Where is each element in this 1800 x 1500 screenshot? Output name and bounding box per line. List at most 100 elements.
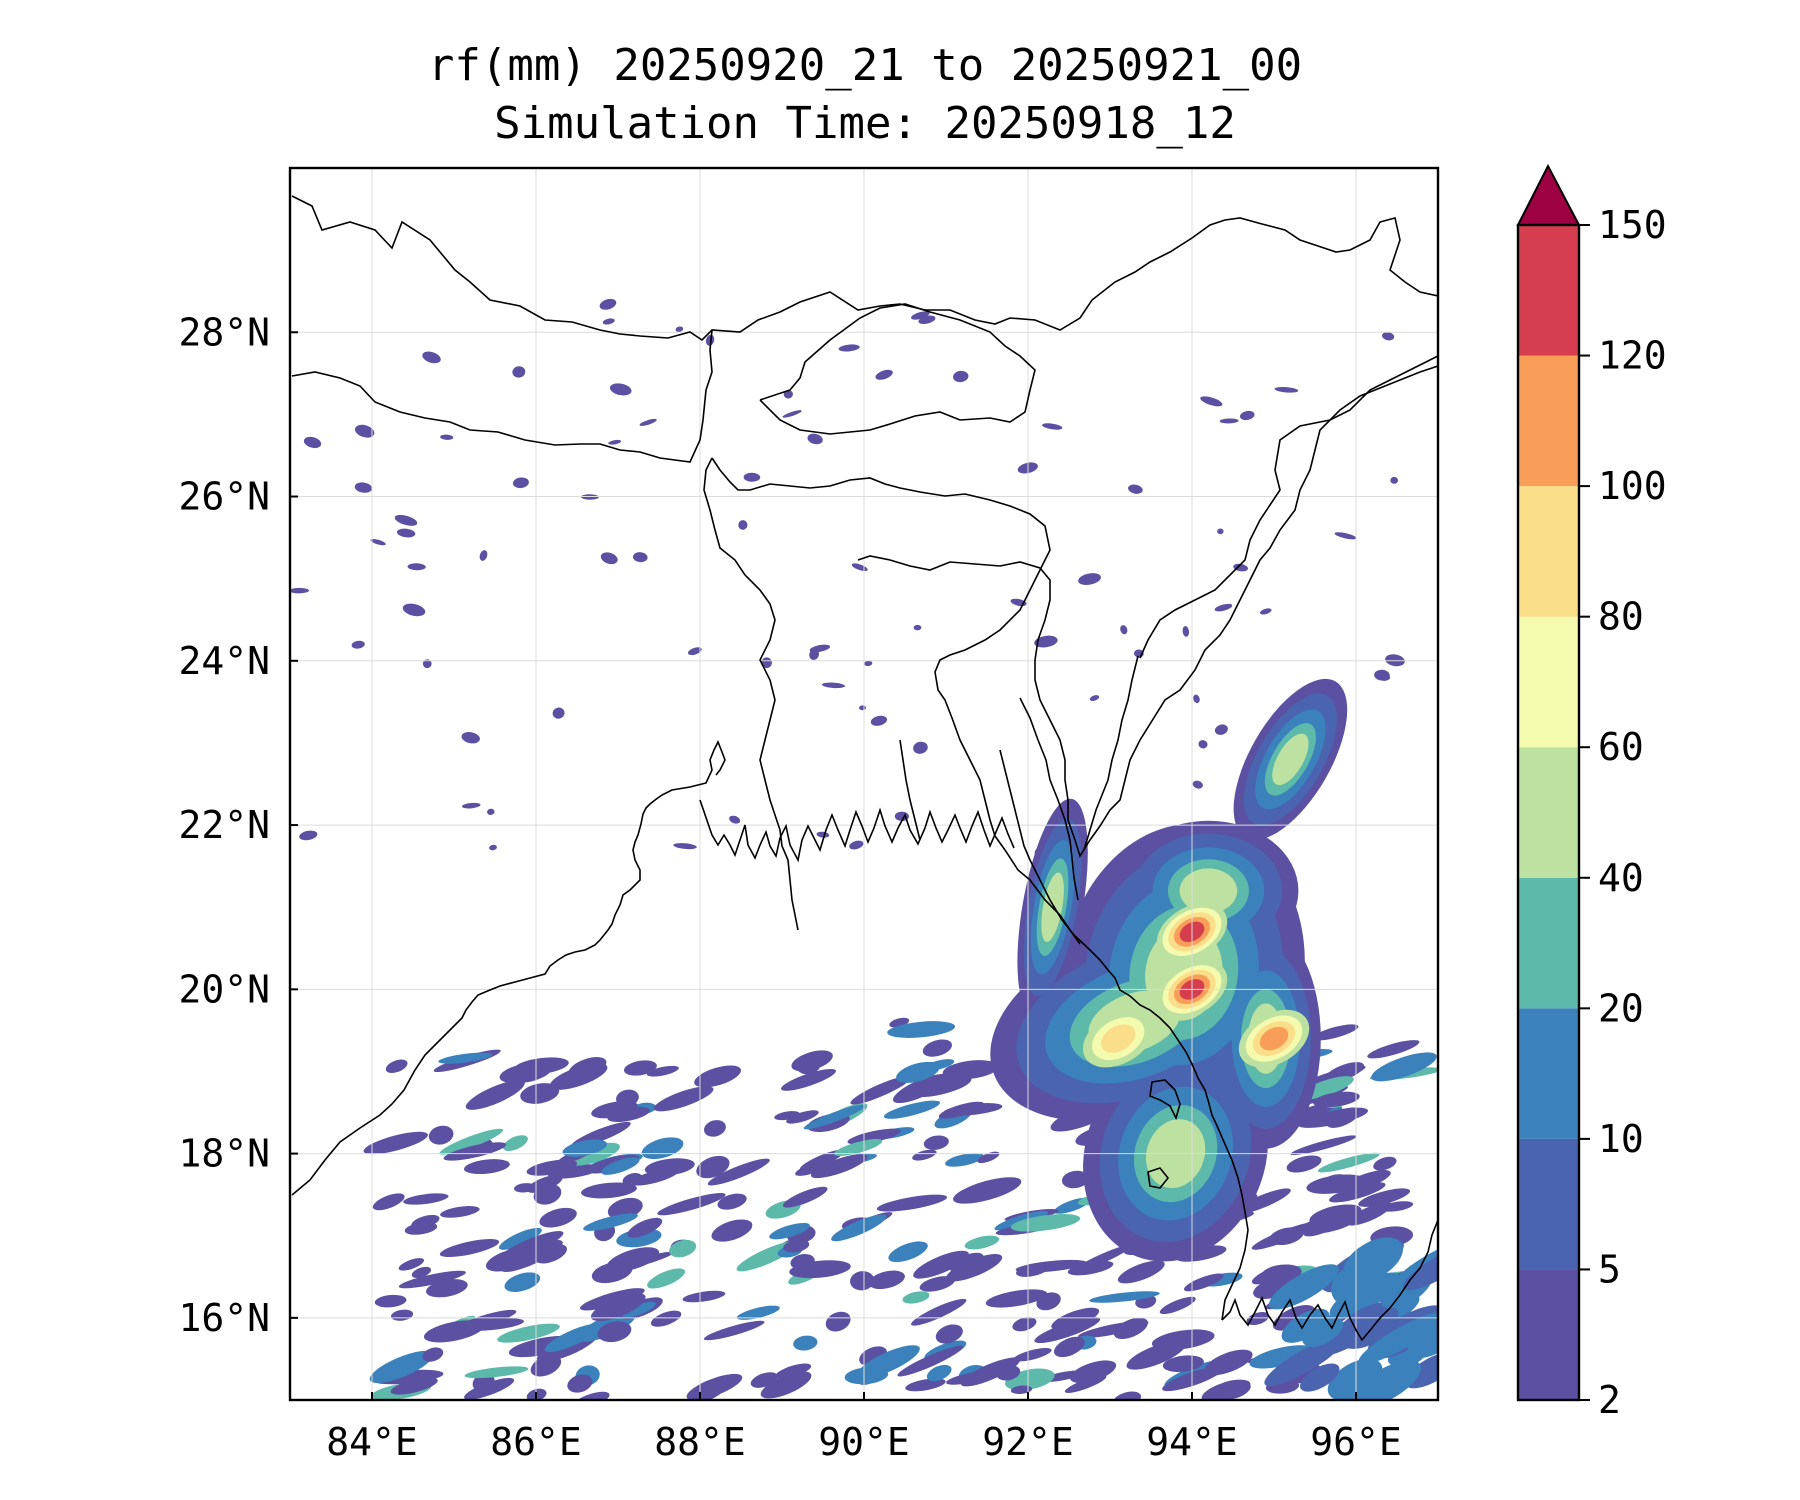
colorbar-extend-arrow xyxy=(1516,163,1581,226)
rain-patch xyxy=(856,1345,920,1379)
rain-patch xyxy=(1214,603,1233,612)
rain-patch xyxy=(428,1125,454,1145)
rain-patch xyxy=(458,1309,517,1330)
colorbar-segment xyxy=(1518,486,1579,617)
y-tick-label: 16°N xyxy=(178,1296,270,1340)
rain-patch xyxy=(1312,1024,1359,1041)
rain-patch xyxy=(953,1177,1022,1204)
rain-patch xyxy=(487,808,495,815)
rain-patch xyxy=(743,472,761,482)
rain-patch xyxy=(464,1366,529,1379)
map-title-line2: Simulation Time: 20250918_12 xyxy=(494,98,1236,149)
rain-patch xyxy=(761,657,772,669)
rain-patch xyxy=(461,732,480,744)
rain-patch xyxy=(402,603,426,617)
rain-patch xyxy=(398,1270,466,1289)
rain-patch xyxy=(911,1298,967,1326)
rain-patch xyxy=(717,1193,747,1210)
rain-patch xyxy=(1373,1156,1397,1171)
rain-patch xyxy=(1159,1296,1196,1315)
rain-patch xyxy=(1346,1202,1392,1226)
rain-patch xyxy=(913,741,928,754)
rain-patch xyxy=(834,1138,883,1156)
colorbar-tick-label: 100 xyxy=(1598,464,1667,508)
rain-patch xyxy=(479,550,488,561)
rain-patch xyxy=(711,1219,753,1242)
colorbar-tick-label: 20 xyxy=(1598,986,1644,1030)
rain-patch xyxy=(439,1128,504,1155)
rain-patch xyxy=(875,369,893,380)
rain-patch xyxy=(883,1100,941,1119)
y-tick-label: 20°N xyxy=(178,967,270,1011)
rain-patch xyxy=(1151,1329,1215,1350)
rain-patch xyxy=(985,1289,1048,1308)
rain-patch xyxy=(1179,868,1238,914)
rain-patch xyxy=(1358,1312,1438,1365)
rain-patch xyxy=(1034,1317,1101,1344)
rain-patch xyxy=(422,351,441,364)
rain-patch xyxy=(838,344,860,352)
rain-patch xyxy=(1054,1336,1085,1358)
rain-patch xyxy=(1343,1170,1391,1191)
rain-patch xyxy=(669,1239,697,1258)
y-tick-label: 22°N xyxy=(178,803,270,847)
rain-patch xyxy=(463,1159,510,1175)
rain-patch xyxy=(422,659,432,669)
colorbar-tick-label: 10 xyxy=(1598,1117,1644,1161)
rain-patch xyxy=(896,1061,940,1083)
rain-patch xyxy=(396,528,416,538)
colorbar-tick-label: 40 xyxy=(1598,856,1644,900)
rain-patch xyxy=(351,640,365,649)
rain-patch xyxy=(461,802,481,809)
rain-patch xyxy=(793,1335,818,1351)
rain-patch xyxy=(422,1347,444,1362)
rain-patch xyxy=(1214,724,1228,735)
rain-patch xyxy=(303,436,322,449)
rain-patch xyxy=(1259,1026,1289,1051)
rain-patch xyxy=(807,433,823,445)
rain-patch xyxy=(775,1363,812,1379)
rain-patch xyxy=(1272,733,1309,786)
rain-patch xyxy=(512,477,529,489)
x-tick-label: 92°E xyxy=(982,1420,1074,1464)
rain-patch xyxy=(953,370,969,383)
rain-patch xyxy=(888,1241,928,1263)
rain-patch xyxy=(821,682,846,689)
y-tick-label: 28°N xyxy=(178,310,270,354)
colorbar-segment xyxy=(1518,616,1579,748)
rain-patch xyxy=(1183,1273,1224,1292)
rain-patch xyxy=(675,326,684,332)
rain-patch xyxy=(440,434,454,440)
rain-patch xyxy=(922,1039,952,1057)
coastlines-and-borders xyxy=(291,195,1438,1342)
rain-patch xyxy=(849,840,864,850)
rain-patch xyxy=(539,1207,577,1228)
rain-patch xyxy=(911,311,930,320)
rain-patch xyxy=(1402,1244,1438,1291)
rain-patch xyxy=(918,315,936,324)
rain-patch xyxy=(925,1073,961,1090)
rain-patch xyxy=(439,1239,500,1258)
rain-patch xyxy=(374,1294,407,1308)
rain-patch xyxy=(1358,1188,1411,1207)
coast-irrawaddy-delta xyxy=(1221,1219,1438,1342)
rain-patch xyxy=(1286,1155,1322,1173)
y-tick-label: 18°N xyxy=(178,1132,270,1176)
rain-patch xyxy=(782,410,802,418)
border-assam xyxy=(857,365,1438,858)
rain-patch xyxy=(864,660,873,667)
rain-patch xyxy=(1034,635,1058,648)
border-bangladesh-west xyxy=(703,457,799,931)
rain-patch xyxy=(1317,1152,1380,1173)
rain-patch xyxy=(942,1060,999,1080)
rain-patch xyxy=(847,1128,902,1145)
rain-patch xyxy=(385,1059,408,1073)
rain-patch xyxy=(1246,1312,1270,1326)
rain-patch xyxy=(601,1157,640,1175)
rain-patch xyxy=(964,1235,1000,1250)
rain-patch xyxy=(1162,1355,1204,1372)
colorbar-tick-label: 120 xyxy=(1598,334,1667,378)
rain-patch xyxy=(850,1271,875,1291)
rain-patch xyxy=(1390,476,1399,484)
rain-patch xyxy=(533,1183,562,1205)
